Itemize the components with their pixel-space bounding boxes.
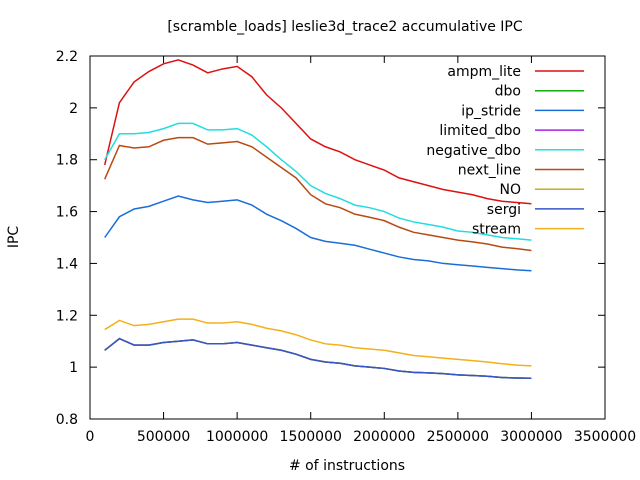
y-tick-label: 2 <box>69 101 78 117</box>
legend-label: next_line <box>458 163 521 179</box>
series-lines <box>103 59 532 380</box>
legend-label: sergi <box>487 202 521 218</box>
plot-frame <box>89 55 606 420</box>
series-line-negative-dbo <box>104 122 532 241</box>
y-tick-label: 1.2 <box>56 308 78 324</box>
x-tick-label: 2500000 <box>427 429 489 445</box>
y-tick-label: 1 <box>69 360 78 376</box>
x-tick-label: 0 <box>86 429 95 445</box>
legend-label: limited_dbo <box>439 123 521 139</box>
legend-label: NO <box>500 182 522 198</box>
y-tick-label: 1.4 <box>56 256 78 272</box>
y-axis-label: IPC <box>6 226 22 249</box>
y-tick-label: 1.6 <box>56 205 78 221</box>
series-line-next-line <box>104 136 532 252</box>
series-line-no <box>104 337 532 380</box>
legend-label: ip_stride <box>461 103 521 119</box>
y-tick-label: 0.8 <box>56 412 78 428</box>
series-line-dbo <box>104 337 532 380</box>
y-tick-label: 2.2 <box>56 49 78 65</box>
series-line-ip-stride <box>104 195 532 272</box>
series-line-sergi <box>104 337 532 380</box>
legend-label: stream <box>472 222 521 238</box>
chart-title: [scramble_loads] leslie3d_trace2 accumul… <box>167 19 523 35</box>
y-tick-label: 1.8 <box>56 153 78 169</box>
x-tick-label: 1500000 <box>280 429 342 445</box>
x-tick-label: 1000000 <box>206 429 268 445</box>
x-axis-label: # of instructions <box>289 458 405 474</box>
series-line-stream <box>104 318 532 367</box>
series-line-limited-dbo <box>104 337 532 380</box>
legend-label: ampm_lite <box>447 64 521 80</box>
series-line-ampm-lite <box>103 59 532 205</box>
x-tick-label: 500000 <box>137 429 190 445</box>
x-tick-label: 2000000 <box>353 429 415 445</box>
x-tick-label: 3500000 <box>574 429 636 445</box>
axis-ticks: 0.8 1 1.2 1.4 1.6 1.8 2 2.2 0 500000 1000000 150000… <box>56 49 636 445</box>
x-tick-label: 3000000 <box>500 429 562 445</box>
legend-label: dbo <box>495 84 521 100</box>
legend-label: negative_dbo <box>426 143 521 159</box>
